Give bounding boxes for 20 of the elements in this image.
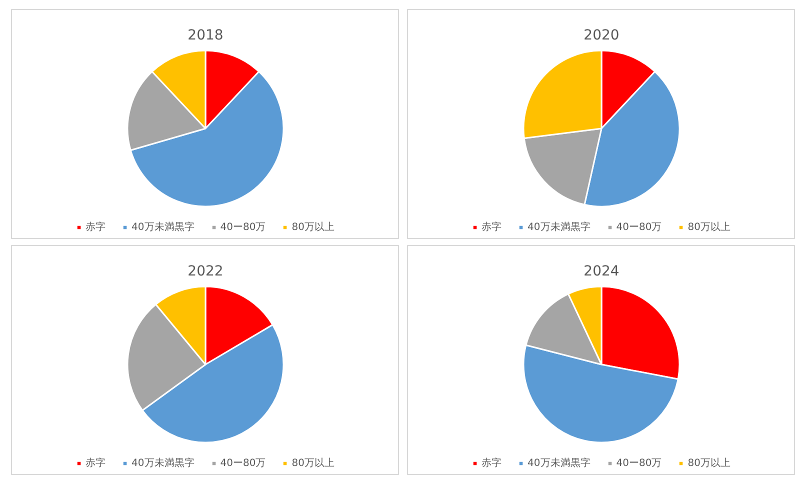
chart-title: 2022 (188, 264, 224, 280)
chart-title: 2024 (584, 264, 620, 280)
legend-label: 80万以上 (292, 220, 334, 234)
legend-label: 40万未満黒字 (132, 456, 194, 470)
chart-title: 2018 (188, 28, 224, 44)
legend-label: 80万以上 (292, 456, 334, 470)
legend-label: 40万未満黒字 (132, 220, 194, 234)
legend-label: 80万以上 (688, 456, 730, 470)
legend-label: 40ー80万 (616, 221, 662, 234)
legend-label: 80万以上 (688, 220, 730, 234)
legend-label: 赤字 (86, 456, 106, 470)
legend-label: 赤字 (86, 220, 106, 234)
chart-title: 2020 (584, 28, 620, 44)
legend-label: 40万未満黒字 (528, 456, 590, 470)
legend-label: 赤字 (482, 220, 502, 234)
legend-label: 40ー80万 (616, 457, 662, 470)
legend-label: 赤字 (482, 456, 502, 470)
legend-label: 40ー80万 (220, 457, 266, 470)
legend-label: 40ー80万 (220, 221, 266, 234)
legend-label: 40万未満黒字 (528, 220, 590, 234)
